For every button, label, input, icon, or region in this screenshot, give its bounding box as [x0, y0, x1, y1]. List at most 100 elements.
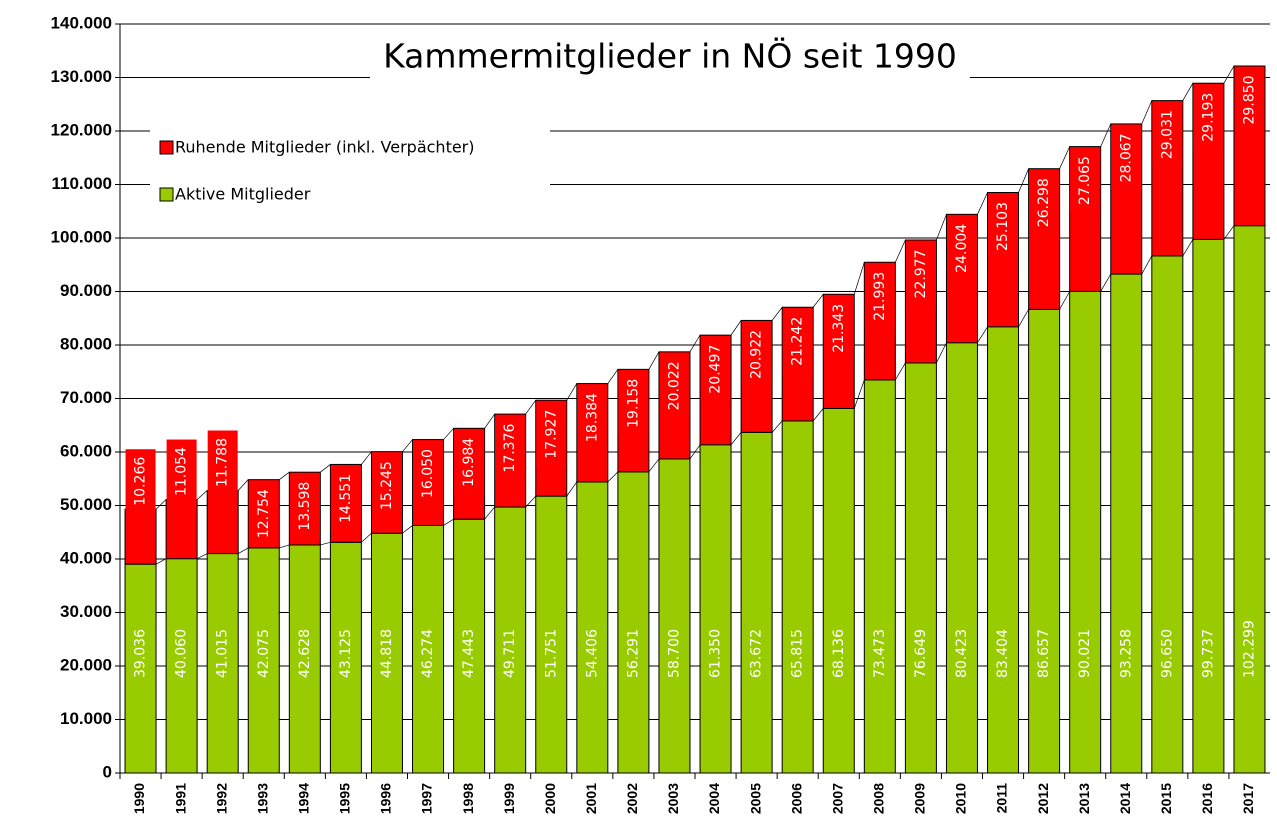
value-label: 20.022: [666, 361, 682, 410]
bar-segment: [904, 362, 937, 774]
value-label: 46.274: [420, 629, 436, 678]
bar-segment: [412, 524, 445, 774]
series-line: [1018, 309, 1029, 327]
value-label: 17.376: [502, 424, 518, 473]
value-label: 26.298: [1036, 178, 1052, 227]
x-tick-label: 2016: [1199, 783, 1215, 814]
x-tick-label: 1997: [419, 783, 435, 814]
series-line: [1141, 100, 1153, 125]
bar-segment: [206, 490, 239, 555]
bar-segment: [1110, 273, 1143, 774]
value-label: 29.850: [1241, 76, 1257, 125]
series-line: [320, 464, 331, 473]
value-label: 17.927: [543, 410, 559, 459]
bar-segment: [987, 326, 1020, 774]
x-tick-label: 2002: [624, 783, 640, 814]
value-label-bg: [905, 242, 936, 307]
bar-segment: [494, 506, 527, 774]
y-tick-label: 110.000: [51, 174, 112, 193]
series-line: [812, 408, 824, 422]
x-tick-label: 2008: [871, 783, 887, 814]
series-line: [853, 379, 865, 409]
bar-segment: [165, 499, 198, 560]
series-line: [361, 451, 372, 465]
value-label-bg: [577, 385, 608, 450]
value-label-bg: [413, 441, 444, 506]
x-tick-label: 2001: [583, 783, 599, 814]
value-label: 47.443: [461, 629, 477, 678]
value-label-bg: [1152, 102, 1183, 167]
value-label: 19.158: [625, 379, 641, 428]
bar-segment: [288, 544, 321, 774]
value-label: 10.266: [133, 457, 149, 506]
x-tick-label: 2012: [1035, 783, 1051, 814]
x-tick-label: 1994: [296, 783, 312, 814]
series-line: [1059, 146, 1070, 169]
value-label: 51.751: [543, 629, 559, 678]
x-tick-label: 2013: [1076, 783, 1092, 814]
value-label: 39.036: [133, 629, 149, 678]
value-label: 21.343: [831, 304, 847, 353]
title-box: [370, 36, 970, 78]
series-line: [566, 481, 578, 497]
value-label: 15.245: [379, 461, 395, 510]
bar-segment: [1069, 290, 1102, 774]
chart-title: Kammermitglieder in NÖ seit 1990: [383, 36, 957, 76]
bar-segment: [453, 518, 486, 774]
x-tick-label: 1990: [131, 783, 147, 814]
bar-segment: [658, 458, 691, 774]
value-label: 42.075: [256, 629, 272, 678]
value-label: 29.193: [1200, 93, 1216, 142]
value-label: 61.350: [708, 629, 724, 678]
bar-segment: [1192, 238, 1225, 774]
value-label: 16.050: [420, 449, 436, 498]
bar-segment: [329, 541, 362, 774]
series-line: [771, 307, 783, 321]
bar-segment: [822, 407, 855, 774]
bar-segment: [1151, 255, 1184, 774]
value-label: 63.672: [749, 629, 765, 678]
value-label-bg: [618, 371, 649, 436]
value-label: 93.258: [1118, 629, 1134, 678]
y-tick-label: 60.000: [60, 441, 112, 460]
x-tick-label: 1991: [172, 783, 188, 814]
value-label-bg: [207, 430, 238, 495]
bar-segment: [247, 547, 280, 774]
series-line: [525, 495, 537, 508]
series-line: [484, 506, 495, 520]
bar-segment: [165, 558, 198, 774]
value-label: 68.136: [831, 629, 847, 678]
series-line: [895, 362, 906, 381]
series-line: [1141, 255, 1153, 275]
value-label: 73.473: [872, 629, 888, 678]
value-label-bg: [495, 416, 526, 481]
bar-segment: [370, 532, 403, 774]
value-label: 42.628: [297, 629, 313, 678]
series-line: [402, 525, 413, 534]
legend-label: Aktive Mitglieder: [175, 185, 311, 204]
y-tick-label: 70.000: [60, 388, 112, 407]
x-tick-label: 2015: [1158, 783, 1174, 814]
value-label: 21.993: [872, 272, 888, 321]
x-tick-label: 1999: [501, 783, 517, 814]
y-tick-label: 20.000: [60, 655, 112, 674]
value-label: 58.700: [666, 629, 682, 678]
value-label-bg: [1234, 68, 1265, 133]
value-label: 83.404: [995, 629, 1011, 678]
series-line: [484, 413, 495, 429]
bar-segment: [740, 431, 773, 774]
value-label: 20.922: [749, 330, 765, 379]
legend-swatch: [159, 187, 174, 202]
value-label-bg: [248, 481, 279, 546]
series-line: [279, 544, 290, 549]
y-tick-label: 90.000: [60, 281, 112, 300]
series-line: [1100, 123, 1112, 147]
series-line: [648, 351, 660, 370]
series-line: [279, 471, 290, 480]
series-line: [361, 532, 372, 543]
value-label-bg: [1111, 125, 1142, 190]
x-tick-label: 2010: [953, 783, 969, 814]
value-label-bg: [166, 439, 197, 504]
series-line: [320, 541, 331, 546]
